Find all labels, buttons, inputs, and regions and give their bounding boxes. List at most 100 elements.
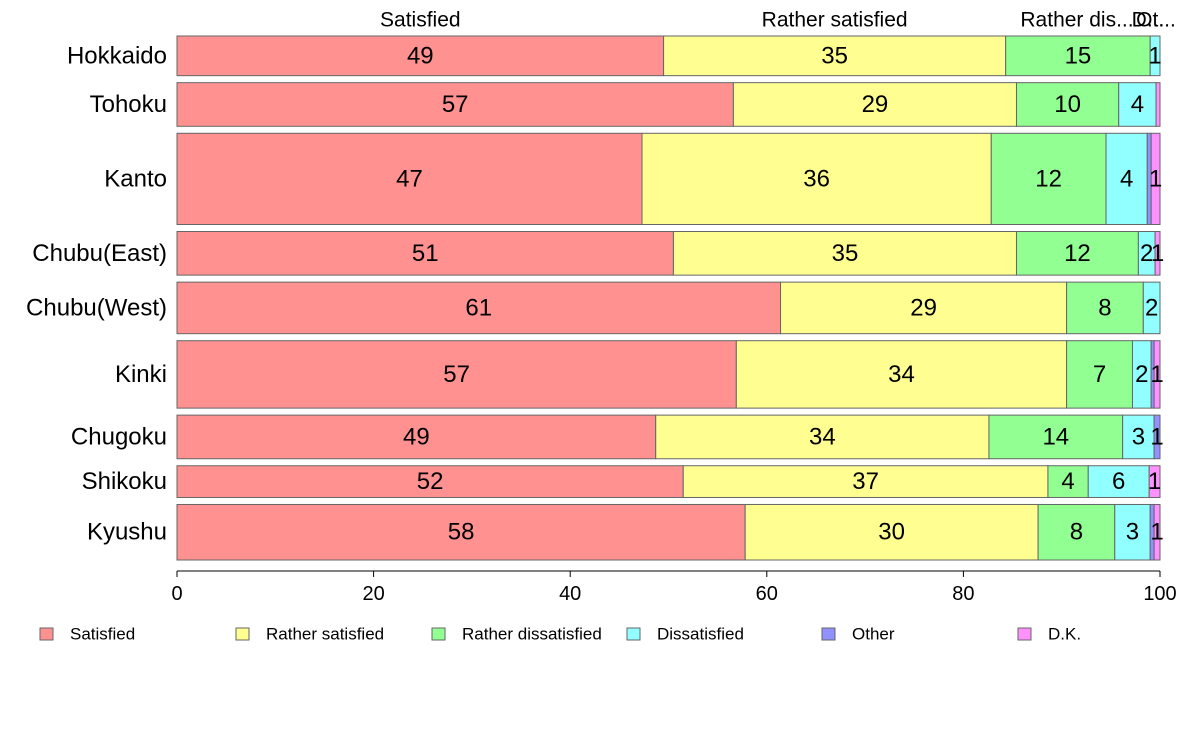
segment-label-5-0: 57 xyxy=(443,361,470,388)
category-label: Kanto xyxy=(104,165,167,192)
legend-swatch xyxy=(39,627,54,641)
segment-label-8-3: 3 xyxy=(1126,519,1139,546)
segment-label-7-3: 6 xyxy=(1112,468,1125,495)
segment-label-7-2: 4 xyxy=(1061,468,1074,495)
legend: Satisfied Rather satisfied Rather dissatis… xyxy=(39,625,1081,644)
bar-segment-6-3 xyxy=(1122,414,1155,460)
segment-label-2-5: 1 xyxy=(1149,165,1162,192)
segment-label-2-1: 36 xyxy=(803,165,830,192)
x-axis: 0 20 40 60 80 100 xyxy=(171,570,1177,605)
category-label: Kinki xyxy=(115,361,167,388)
legend-label: Satisfied xyxy=(70,625,135,644)
bar-segment-3-5 xyxy=(1154,231,1161,276)
legend-label: Rather dissatisfied xyxy=(462,625,602,644)
category-label: Chubu(East) xyxy=(32,240,167,267)
category-label: Shikoku xyxy=(82,468,167,495)
segment-label-8-5: 1 xyxy=(1150,519,1163,546)
segment-label-8-2: 8 xyxy=(1070,519,1083,546)
bar-segment-2-5 xyxy=(1150,132,1161,226)
bar-segment-3-0 xyxy=(176,231,674,276)
bar-segment-5-0 xyxy=(176,340,737,409)
bar-segment-8-3 xyxy=(1114,503,1151,561)
segment-label-5-2: 7 xyxy=(1093,361,1106,388)
bar-segment-3-2 xyxy=(1015,231,1139,276)
bar-segment-5-2 xyxy=(1066,340,1133,409)
bar-segment-2-1 xyxy=(641,132,992,226)
segment-label-0-3: 1 xyxy=(1148,42,1161,69)
legend-label: D.K. xyxy=(1048,625,1081,644)
segment-label-4-0: 61 xyxy=(465,294,492,321)
segment-label-6-3: 3 xyxy=(1132,423,1145,450)
bar-segment-7-1 xyxy=(682,465,1049,498)
bar-segment-1-2 xyxy=(1015,82,1120,127)
segment-label-1-1: 29 xyxy=(862,91,889,118)
bar-segment-7-5 xyxy=(1148,465,1161,498)
bar-segment-6-0 xyxy=(176,414,657,460)
segment-label-3-5: 1 xyxy=(1151,240,1164,267)
segment-label-3-1: 35 xyxy=(832,240,859,267)
segment-label-3-2: 12 xyxy=(1064,240,1091,267)
segment-label-0-0: 49 xyxy=(407,42,434,69)
segment-label-7-5: 1 xyxy=(1148,468,1161,495)
x-tick-label: 60 xyxy=(756,583,778,605)
bar-segment-6-2 xyxy=(988,414,1124,460)
segment-label-3-0: 51 xyxy=(412,240,439,267)
bar-segment-7-2 xyxy=(1047,465,1089,498)
segment-label-6-0: 49 xyxy=(403,423,430,450)
bar-segment-2-0 xyxy=(176,132,643,226)
segment-label-2-3: 4 xyxy=(1120,165,1133,192)
category-label: Kyushu xyxy=(87,519,167,546)
segment-label-0-1: 35 xyxy=(821,42,848,69)
bar-segment-6-4 xyxy=(1153,414,1161,460)
segment-label-2-0: 47 xyxy=(396,165,423,192)
segment-label-7-0: 52 xyxy=(417,468,444,495)
bar-segment-4-0 xyxy=(176,281,782,335)
category-label: Hokkaido xyxy=(67,42,167,69)
segment-label-5-1: 34 xyxy=(888,361,915,388)
category-labels: Hokkaido Tohoku Kanto Chubu(East) Chubu(West… xyxy=(26,42,167,545)
x-tick-label: 20 xyxy=(362,583,384,605)
x-tick-label: 0 xyxy=(171,583,182,605)
bar-segment-1-5 xyxy=(1155,82,1161,127)
x-tick-label: 80 xyxy=(952,583,974,605)
legend-swatch xyxy=(235,627,250,641)
segment-label-8-1: 30 xyxy=(878,519,905,546)
bar-segment-1-0 xyxy=(176,82,734,127)
legend-swatch xyxy=(821,627,836,641)
bar-segment-2-3 xyxy=(1105,132,1148,226)
segment-label-6-2: 14 xyxy=(1042,423,1069,450)
segment-label-4-3: 2 xyxy=(1145,294,1158,321)
legend-label: Other xyxy=(852,625,895,644)
segment-label-5-3: 2 xyxy=(1135,361,1148,388)
legend-swatch xyxy=(431,627,446,641)
bar-segment-0-3 xyxy=(1149,35,1161,77)
column-header-label: Ot... xyxy=(1136,9,1176,32)
bar-segment-2-2 xyxy=(990,132,1107,226)
legend-swatch xyxy=(1017,627,1032,641)
bar-segment-8-0 xyxy=(176,503,746,561)
x-tick-label: 100 xyxy=(1143,583,1176,605)
legend-label: Dissatisfied xyxy=(657,625,744,644)
segment-label-0-2: 15 xyxy=(1065,42,1092,69)
column-header-labels: Satisfied Rather satisfied Rather dis...D.… xyxy=(380,9,1176,32)
legend-swatch xyxy=(626,627,641,641)
bar-segment-8-5 xyxy=(1153,503,1161,561)
category-label: Tohoku xyxy=(90,91,167,118)
segment-label-8-0: 58 xyxy=(448,519,475,546)
bar-segment-4-1 xyxy=(780,281,1068,335)
segment-label-7-1: 37 xyxy=(852,468,879,495)
column-header-label: Rather dis... xyxy=(1020,9,1133,32)
segment-label-3-3: 2 xyxy=(1140,240,1153,267)
bar-segment-4-3 xyxy=(1142,281,1161,335)
bar-segment-1-3 xyxy=(1118,82,1157,127)
bar-segment-6-1 xyxy=(655,414,990,460)
segment-label-1-0: 57 xyxy=(442,91,469,118)
column-header-label: D... xyxy=(1132,9,1165,32)
bar-segment-4-2 xyxy=(1066,281,1144,335)
segment-label-6-4: 1 xyxy=(1150,423,1163,450)
segment-label-4-1: 29 xyxy=(910,294,937,321)
segment-label-2-2: 12 xyxy=(1035,165,1062,192)
